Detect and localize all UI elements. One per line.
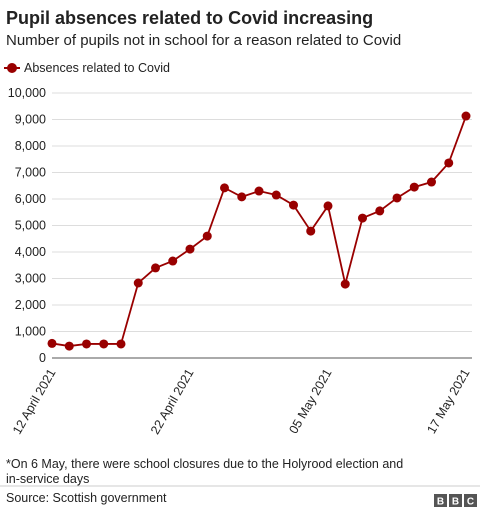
data-point bbox=[47, 338, 57, 348]
data-point bbox=[116, 339, 126, 349]
legend-marker bbox=[7, 63, 17, 73]
data-point bbox=[271, 190, 281, 200]
data-point bbox=[375, 206, 385, 216]
logo-box bbox=[449, 494, 462, 507]
x-tick-label: 22 April 2021 bbox=[148, 366, 197, 436]
note-line: in-service days bbox=[6, 472, 89, 486]
data-point bbox=[461, 111, 471, 121]
data-point bbox=[202, 231, 212, 241]
x-tick-label: 05 May 2021 bbox=[286, 366, 334, 436]
y-tick-label: 7,000 bbox=[15, 166, 46, 180]
y-tick-label: 10,000 bbox=[8, 86, 46, 100]
data-point bbox=[99, 339, 109, 349]
logo-box bbox=[434, 494, 447, 507]
y-tick-label: 9,000 bbox=[15, 113, 46, 127]
data-point bbox=[409, 182, 419, 192]
data-point bbox=[427, 177, 436, 187]
y-tick-label: 6,000 bbox=[15, 192, 46, 206]
series-line bbox=[51, 115, 467, 347]
data-point bbox=[82, 339, 91, 349]
y-tick-label: 1,000 bbox=[15, 325, 46, 339]
data-point bbox=[185, 244, 195, 254]
data-point bbox=[340, 279, 350, 289]
data-point bbox=[289, 200, 298, 210]
y-tick-label: 8,000 bbox=[15, 139, 46, 153]
data-point bbox=[358, 213, 367, 223]
chart-title: Pupil absences related to Covid increasi… bbox=[6, 8, 373, 28]
data-point bbox=[168, 256, 178, 266]
y-tick-label: 4,000 bbox=[15, 245, 46, 259]
chart-subtitle: Number of pupils not in school for a rea… bbox=[6, 32, 401, 49]
legend-label: Absences related to Covid bbox=[24, 61, 170, 75]
y-tick-label: 2,000 bbox=[15, 298, 46, 312]
data-point bbox=[444, 158, 454, 168]
y-tick-label: 3,000 bbox=[15, 272, 46, 286]
data-point bbox=[306, 226, 316, 236]
data-point bbox=[64, 341, 74, 351]
data-point bbox=[323, 201, 333, 211]
logo-box bbox=[464, 494, 477, 507]
y-tick-label: 0 bbox=[39, 351, 46, 365]
data-point bbox=[237, 192, 247, 202]
logo-letter: B bbox=[437, 497, 444, 508]
x-tick-label: 17 May 2021 bbox=[424, 366, 472, 436]
data-point bbox=[133, 278, 143, 288]
source: Source: Scottish government bbox=[6, 491, 167, 505]
data-point bbox=[151, 263, 160, 273]
logo-letter: B bbox=[452, 497, 459, 508]
y-tick-label: 5,000 bbox=[15, 219, 46, 233]
data-point bbox=[392, 193, 402, 203]
data-point bbox=[254, 186, 264, 196]
data-point bbox=[220, 183, 229, 193]
note: *On 6 May, there were school closures du… bbox=[6, 457, 403, 486]
x-tick-label: 12 April 2021 bbox=[10, 366, 59, 436]
note-line: *On 6 May, there were school closures du… bbox=[6, 457, 403, 471]
logo-letter: C bbox=[467, 497, 474, 508]
